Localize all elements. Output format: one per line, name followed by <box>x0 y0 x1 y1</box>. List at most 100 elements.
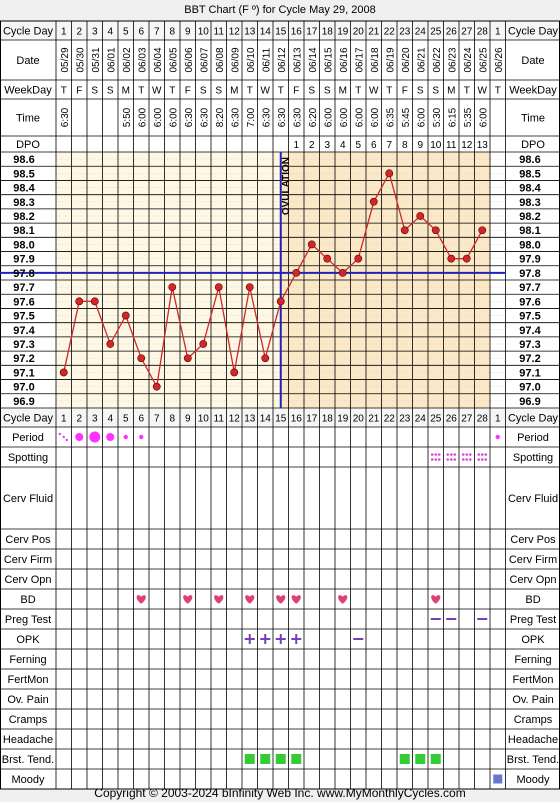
dpo-label: 1 <box>293 140 299 151</box>
row-label-right-period: Period <box>517 432 549 444</box>
period-marker-day-5 <box>123 434 128 440</box>
temp-tick-left: 98.0 <box>13 239 34 251</box>
temp-tick-right: 98.2 <box>519 211 540 223</box>
date-label: 05/29 <box>60 47 71 72</box>
temp-tick-right: 97.6 <box>519 296 540 308</box>
temperature-point-day-23 <box>400 226 409 235</box>
cycle-day-number: 25 <box>430 414 442 425</box>
row-label-right-brst: Brst. Tend. <box>507 754 559 766</box>
temp-tick-left: 97.3 <box>13 339 34 351</box>
dpo-label: 3 <box>324 140 330 151</box>
row-label-right-time: Time <box>521 113 545 125</box>
ovulation-label: OVULATION <box>281 157 292 215</box>
row-label-right-ov_pain: Ov. Pain <box>512 694 553 706</box>
bd-heart-icon <box>214 595 224 604</box>
weekday-label: T <box>386 86 392 97</box>
date-label: 06/04 <box>153 47 164 72</box>
date-label: 06/12 <box>277 47 288 72</box>
cycle-day-number: 19 <box>337 414 349 425</box>
spotting-dot <box>477 458 481 461</box>
dpo-label: 7 <box>386 140 392 151</box>
period-spot-dot <box>65 438 68 442</box>
temperature-point-day-15 <box>276 297 285 306</box>
cycle-day-number: 5 <box>123 414 129 425</box>
spotting-dot <box>449 453 453 456</box>
weekday-label: T <box>169 86 175 97</box>
time-label: 6:00 <box>153 107 164 127</box>
row-label-left-dpo: DPO <box>16 139 40 151</box>
row-label-left-cycle_day2: Cycle Day <box>3 413 54 425</box>
weekday-label: M <box>447 86 455 97</box>
period-marker-day-3 <box>89 431 101 443</box>
weekday-label: S <box>432 86 439 97</box>
time-label: 6:30 <box>277 107 288 127</box>
spotting-dot <box>461 453 465 456</box>
temperature-point-day-22 <box>385 169 394 178</box>
row-label-left-cerv_pos: Cerv Pos <box>5 534 51 546</box>
temp-tick-left: 97.0 <box>13 382 34 394</box>
dpo-label: 2 <box>309 140 315 151</box>
temp-tick-right: 98.3 <box>519 197 540 209</box>
spotting-dot <box>468 458 472 461</box>
date-label: 06/23 <box>447 47 458 72</box>
date-label: 06/17 <box>354 47 365 72</box>
spotting-dot <box>480 458 484 461</box>
date-label: 06/15 <box>323 47 334 72</box>
temperature-point-day-4 <box>106 340 115 348</box>
row-label-left-period: Period <box>12 432 44 444</box>
date-label: 06/07 <box>199 47 210 72</box>
date-label: 06/20 <box>401 47 412 72</box>
temperature-point-day-21 <box>369 197 378 206</box>
temp-tick-right: 97.1 <box>519 367 540 379</box>
period-spot-dot <box>62 435 65 439</box>
temp-tick-right: 98.1 <box>519 225 540 237</box>
dpo-label: 8 <box>402 140 408 151</box>
cycle-day-number: 15 <box>275 27 287 38</box>
temperature-point-day-2 <box>75 297 84 306</box>
spotting-dot <box>480 453 484 456</box>
temperature-point-day-25 <box>431 226 440 235</box>
time-label: 8:20 <box>215 107 226 127</box>
temp-tick-right: 97.0 <box>519 382 540 394</box>
spotting-dot <box>484 458 488 461</box>
dpo-label: 4 <box>340 140 346 151</box>
weekday-label: M <box>339 86 347 97</box>
date-label: 06/22 <box>432 47 443 72</box>
temp-tick-left: 97.2 <box>13 353 34 365</box>
cycle-day-number: 21 <box>368 27 380 38</box>
date-label: 06/11 <box>261 47 272 72</box>
weekday-label: S <box>417 86 424 97</box>
spotting-dot <box>434 453 438 456</box>
row-label-right-cerv_firm: Cerv Firm <box>509 554 557 566</box>
weekday-label: F <box>185 86 191 97</box>
row-label-left-ferning: Ferning <box>9 654 46 666</box>
date-label: 06/21 <box>416 47 427 72</box>
row-label-left-bd: BD <box>20 594 35 606</box>
weekday-label: S <box>200 86 207 97</box>
temperature-point-day-11 <box>214 283 223 292</box>
row-label-left-preg: Preg Test <box>5 614 51 626</box>
cycle-day-number: 27 <box>461 27 473 38</box>
temp-tick-right: 98.4 <box>519 183 541 195</box>
cycle-day-number: 13 <box>244 27 256 38</box>
cycle-day-number: 22 <box>384 414 396 425</box>
breast-tenderness-marker <box>260 754 271 764</box>
time-label: 7:00 <box>246 107 257 127</box>
time-label: 6:00 <box>370 107 381 127</box>
temperature-point-day-12 <box>230 368 239 377</box>
row-label-right-opk: OPK <box>521 634 545 646</box>
weekday-label: S <box>91 86 98 97</box>
cycle-day-number: 7 <box>154 414 160 425</box>
time-label: 5:50 <box>122 107 133 127</box>
date-label: 06/25 <box>478 47 489 72</box>
row-label-right-dpo: DPO <box>521 139 545 151</box>
weekday-label: W <box>152 86 162 97</box>
time-label: 6:30 <box>261 107 272 127</box>
row-label-right-ferning: Ferning <box>514 654 551 666</box>
temp-tick-left: 97.6 <box>13 296 34 308</box>
cycle-day-number: 6 <box>138 27 144 38</box>
row-label-left-cerv_fluid: Cerv Fluid <box>3 493 53 505</box>
cycle-day-number: 9 <box>185 27 191 38</box>
dpo-label: 6 <box>371 140 377 151</box>
